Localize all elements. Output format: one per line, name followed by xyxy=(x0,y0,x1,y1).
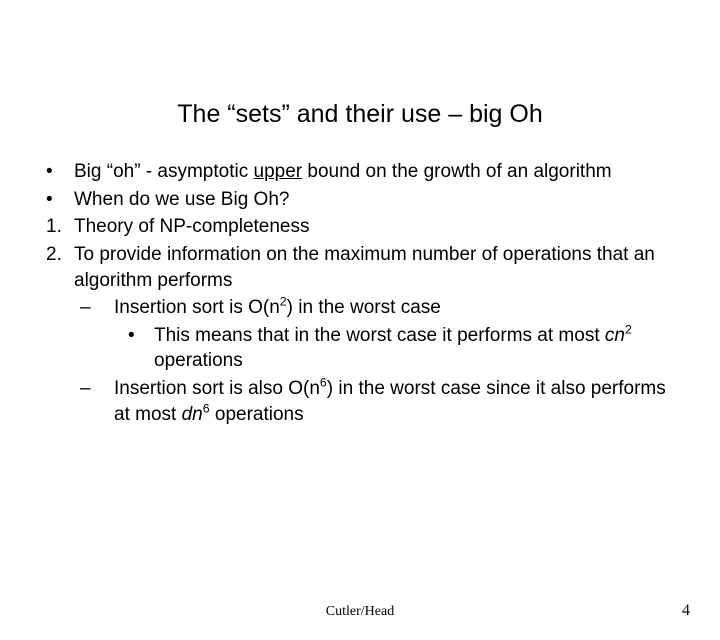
numbered-text: Theory of NP-completeness xyxy=(74,214,680,240)
footer-author: Cutler/Head xyxy=(0,604,720,620)
sub-bullet-item: • This means that in the worst case it p… xyxy=(114,323,680,374)
sub-bullet-text: This means that in the worst case it per… xyxy=(154,323,680,374)
numbered-item: 1. Theory of NP-completeness xyxy=(40,214,680,240)
bullet-marker: • xyxy=(40,187,74,213)
number-marker: 1. xyxy=(40,214,74,240)
bullet-marker: • xyxy=(114,323,154,374)
bullet-item: • Big “oh” - asymptotic upper bound on t… xyxy=(40,159,680,185)
numbered-text: To provide information on the maximum nu… xyxy=(74,242,680,293)
slide: The “sets” and their use – big Oh • Big … xyxy=(0,100,720,640)
bullet-text: When do we use Big Oh? xyxy=(74,187,680,213)
dash-marker: – xyxy=(74,295,114,321)
numbered-item: 2. To provide information on the maximum… xyxy=(40,242,680,293)
dash-text: Insertion sort is O(n2) in the worst cas… xyxy=(114,295,680,321)
slide-title: The “sets” and their use – big Oh xyxy=(0,100,720,129)
dash-text: Insertion sort is also O(n6) in the wors… xyxy=(114,376,680,427)
slide-content: • Big “oh” - asymptotic upper bound on t… xyxy=(40,159,680,427)
page-number: 4 xyxy=(682,602,690,620)
bullet-marker: • xyxy=(40,159,74,185)
number-marker: 2. xyxy=(40,242,74,293)
dash-item: – Insertion sort is also O(n6) in the wo… xyxy=(74,376,680,427)
dash-item: – Insertion sort is O(n2) in the worst c… xyxy=(74,295,680,321)
dash-marker: – xyxy=(74,376,114,427)
bullet-text: Big “oh” - asymptotic upper bound on the… xyxy=(74,159,680,185)
bullet-item: • When do we use Big Oh? xyxy=(40,187,680,213)
